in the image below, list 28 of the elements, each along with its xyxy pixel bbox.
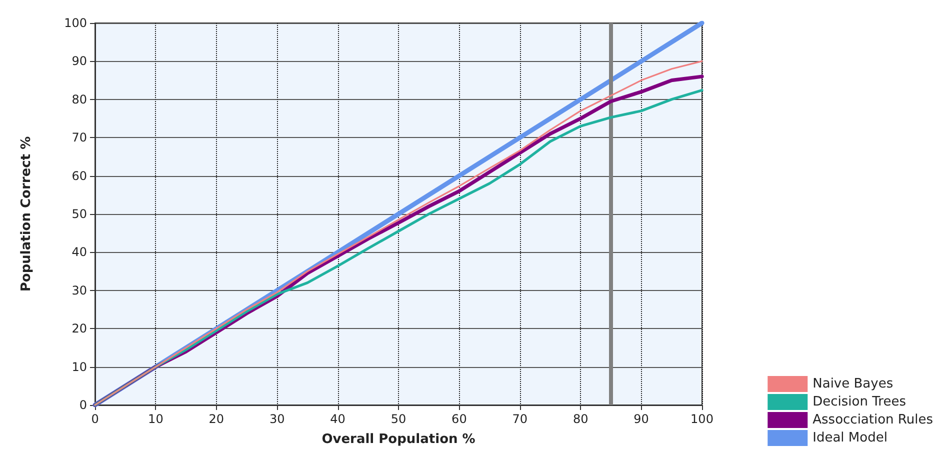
legend-label: Decision Trees bbox=[812, 394, 906, 410]
x-tick-label: 0 bbox=[91, 412, 99, 426]
legend-label: Assocciation Rules bbox=[812, 412, 934, 428]
x-tick-label: 60 bbox=[452, 412, 467, 426]
x-tick-label: 50 bbox=[390, 412, 406, 426]
x-tick-label: 70 bbox=[512, 412, 528, 426]
y-tick-label: 60 bbox=[72, 168, 87, 183]
x-tick-label: 100 bbox=[690, 412, 714, 426]
x-tick-label: 80 bbox=[572, 412, 588, 426]
y-tick-label: 30 bbox=[72, 283, 87, 298]
legend-label: Naive Bayes bbox=[812, 376, 894, 392]
y-tick-label: 50 bbox=[72, 207, 87, 221]
y-tick-label: 70 bbox=[72, 130, 87, 145]
y-tick-label: 100 bbox=[64, 16, 87, 30]
y-tick-label: 80 bbox=[72, 92, 87, 106]
y-tick-label: 20 bbox=[72, 322, 87, 336]
y-tick-label: 40 bbox=[72, 245, 87, 260]
x-tick-label: 40 bbox=[330, 412, 346, 426]
y-tick-label: 90 bbox=[72, 54, 87, 68]
y-axis-title: Population Correct % bbox=[19, 136, 34, 292]
x-tick-label: 10 bbox=[148, 412, 164, 426]
x-axis-title: Overall Population % bbox=[322, 432, 476, 447]
y-tick-label: 10 bbox=[72, 360, 87, 374]
x-tick-label: 90 bbox=[634, 412, 649, 426]
x-tick-label: 20 bbox=[208, 412, 224, 426]
legend-label: Ideal Model bbox=[812, 430, 888, 446]
x-tick-label: 30 bbox=[269, 412, 285, 426]
y-tick-label: 0 bbox=[79, 398, 87, 412]
